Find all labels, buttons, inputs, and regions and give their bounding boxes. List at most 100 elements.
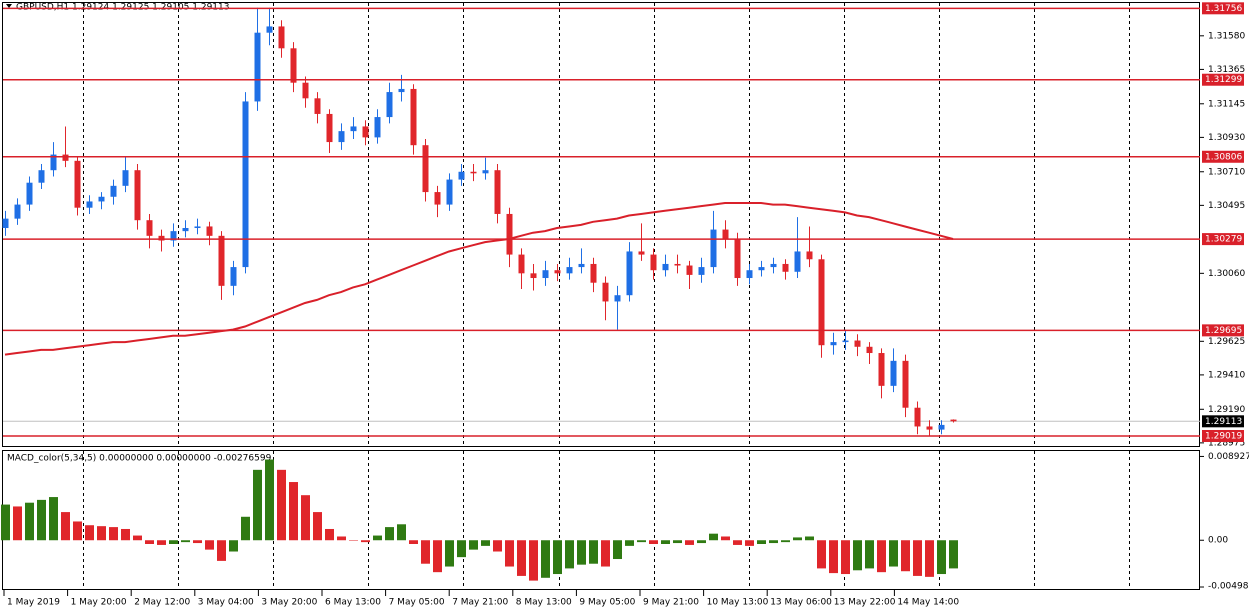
macd-bar [289,482,298,541]
x-tick-label: 10 May 13:00 [707,598,769,608]
candle-body [170,231,177,241]
macd-header: MACD_color(5,34,5) 0.00000000 0.00000000… [7,454,272,464]
macd-bar [469,540,478,550]
macd-bar [853,540,862,571]
candle-body [806,251,813,260]
candle-body [338,131,345,143]
macd-bar [157,540,166,545]
macd-bar [325,528,334,541]
macd-bar [805,536,814,541]
x-tick-label: 14 May 14:00 [897,598,959,608]
candle-body [650,254,657,271]
level-box [1202,150,1244,163]
candle-body [350,126,357,132]
candle-body [818,259,825,346]
candle-body [158,235,165,241]
macd-bar [373,535,382,541]
candle-body [770,263,777,268]
macd-bar [709,533,718,541]
macd-bar [901,540,910,572]
macd-bar [313,512,322,541]
symbol-header: GBPUSD,H1 1.29124 1.29125 1.29105 1.2911… [16,3,229,13]
macd-bar [913,540,922,576]
candle-body [878,353,885,386]
candle-body [146,220,153,236]
candle-body [362,126,369,138]
macd-bar [505,540,514,567]
y-tick-label: -0.004982 [1208,582,1249,592]
candle-body [266,26,273,33]
candle-body [314,98,321,114]
macd-bar [601,540,610,567]
macd-bar [457,540,466,558]
candle-body [470,171,477,174]
candle-body [854,340,861,347]
candle-body [38,170,45,183]
candle-body [638,251,645,255]
candle-body [926,426,933,430]
macd-bar [613,540,622,560]
macd-bar [205,540,214,550]
candle-body [530,273,537,279]
current-price-label: 1.29113 [1205,417,1242,427]
x-tick-label: 1 May 20:00 [71,598,127,608]
candle-body [518,254,525,274]
y-tick-label: 1.29625 [1208,337,1245,347]
macd-bar [553,540,562,575]
candle-body [26,182,33,205]
x-tick-label: 8 May 13:00 [516,598,572,608]
macd-bar [721,536,730,541]
candle-body [386,92,393,118]
macd-bar [649,540,658,544]
level-label: 1.29695 [1205,326,1242,336]
candle-body [554,270,561,274]
candle-body [86,201,93,208]
x-tick-label: 3 May 20:00 [261,598,317,608]
level-box [1202,233,1244,246]
macd-bar [301,495,310,541]
macd-bar [25,502,34,541]
macd-bar [73,521,82,541]
candle-body [458,171,465,180]
x-tick-label: 13 May 06:00 [770,598,832,608]
x-tick-label: 9 May 05:00 [579,598,635,608]
macd-bar [481,540,490,546]
macd-bar [97,526,106,541]
macd-bar [877,540,886,573]
candle-body [206,226,213,236]
macd-bar [13,506,22,541]
y-tick-label: 1.31365 [1208,65,1245,75]
macd-bar [745,540,754,546]
macd-bar [241,516,250,541]
x-tick-label: 13 May 22:00 [834,598,896,608]
macd-bar [661,540,670,544]
candle-body [626,251,633,296]
candle-body [746,270,753,279]
macd-bar [673,540,682,544]
candle-body [842,340,849,343]
y-tick-label: 1.31580 [1208,31,1245,41]
level-box [1202,324,1244,337]
macd-bar [121,528,130,541]
macd-bar [421,540,430,564]
macd-bar [937,540,946,575]
level-box [1202,2,1244,15]
macd-bar [265,459,274,541]
x-tick-label: 2 May 12:00 [134,598,190,608]
macd-bar [793,537,802,541]
macd-bar [949,540,958,569]
candle-body [110,185,117,197]
candle-body [494,170,501,214]
candle-body [578,263,585,268]
candle-body [434,192,441,205]
candle-body [710,229,717,268]
y-tick-label: 1.30495 [1208,201,1245,211]
menu-arrow[interactable] [6,4,12,8]
moving-average [4,202,954,356]
macd-bar [493,540,502,552]
macd-bar [829,540,838,574]
candle-body [122,170,129,186]
macd-bar [433,540,442,573]
candle-body [902,360,909,408]
